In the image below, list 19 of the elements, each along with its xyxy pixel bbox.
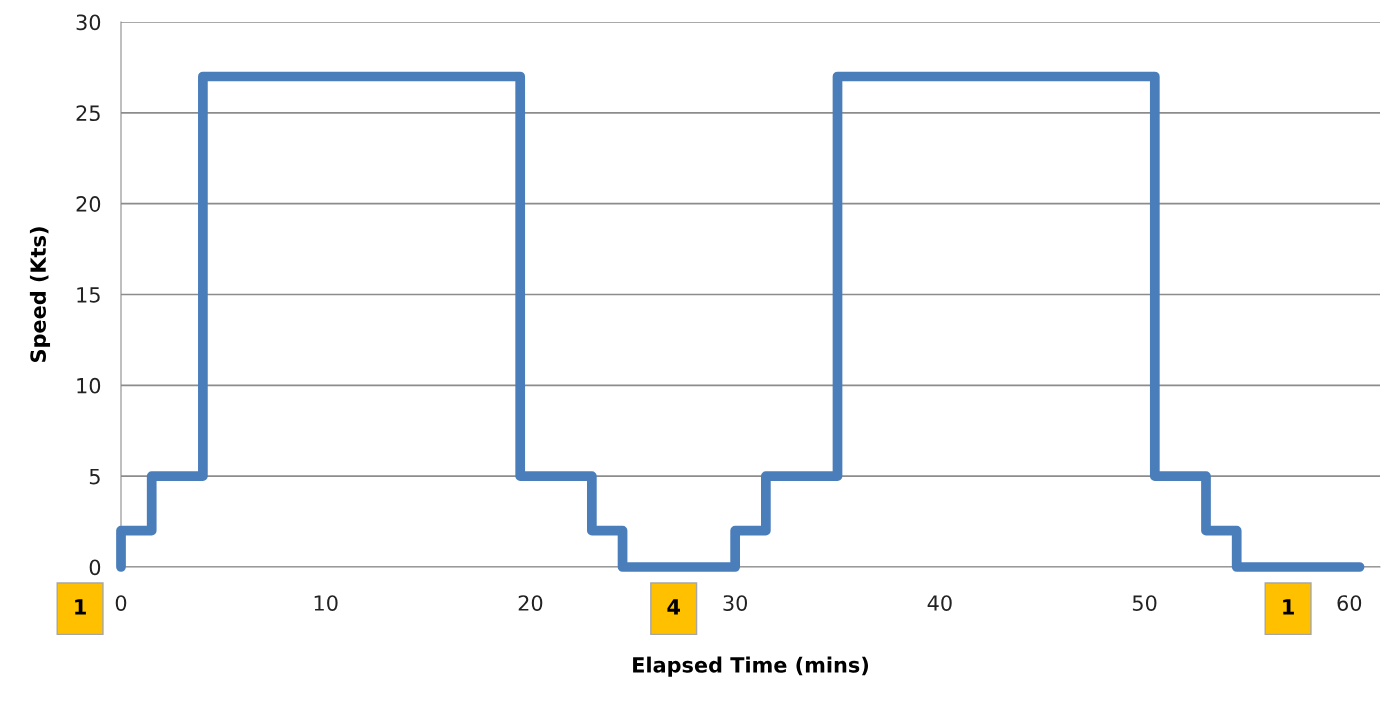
x-tick-label: 10 [314,595,338,611]
text: 1 [75,599,86,615]
text: 1 [1283,599,1294,615]
x-axis-title: Elapsed Time (mins) [633,656,869,677]
x-tick-label: 60 [1337,595,1362,611]
y-tick-label: 25 [76,105,100,122]
y-tick-label: 30 [76,14,101,31]
y-tick-label: 5 [89,468,100,485]
y-axis-title: Speed (Kts) [29,227,51,362]
x-tick-label: 30 [723,595,748,611]
y-tick-label: 0 [89,559,101,576]
x-tick-label: 50 [1132,595,1157,611]
y-tick-label: 10 [77,377,101,394]
x-tick-label: 20 [518,595,543,611]
y-tick-label: 20 [76,196,101,212]
x-tick-label: 0 [115,595,127,611]
text: 4 [667,599,680,615]
y-tick-label: 15 [77,287,100,303]
x-tick-label: 40 [927,595,952,611]
